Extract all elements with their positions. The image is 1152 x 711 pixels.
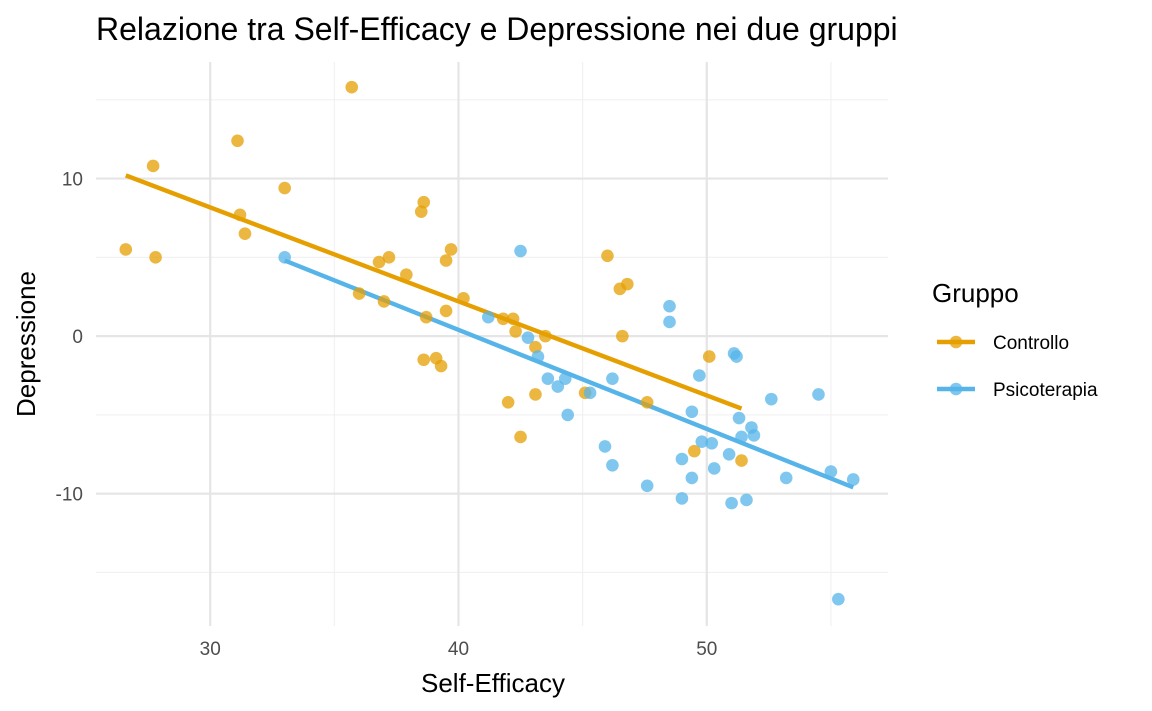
data-point-controllo [439, 254, 453, 267]
data-point-controllo [496, 312, 510, 326]
data-point-psicoterapia [747, 429, 761, 442]
data-point-controllo [417, 353, 431, 367]
data-point-psicoterapia [583, 386, 597, 400]
data-point-psicoterapia [695, 435, 709, 448]
data-point-psicoterapia [663, 315, 676, 329]
legend: Gruppo Controllo Psicoterapia [932, 278, 1098, 401]
data-point-psicoterapia [481, 310, 495, 324]
legend-label-controllo: Controllo [993, 333, 1069, 354]
data-point-controllo [439, 304, 453, 318]
data-point-controllo [414, 205, 428, 218]
data-point-psicoterapia [824, 465, 838, 478]
data-point-psicoterapia [707, 462, 721, 475]
data-point-psicoterapia [531, 350, 545, 363]
grid [96, 62, 888, 626]
data-point-controllo [119, 243, 133, 256]
y-axis-ticks: -10 0 10 [56, 170, 83, 506]
data-point-controllo [434, 359, 448, 373]
data-point-controllo [506, 312, 520, 326]
data-point-psicoterapia [832, 592, 845, 606]
x-tick-label: 40 [448, 639, 469, 660]
x-tick-label: 50 [696, 639, 717, 660]
data-point-psicoterapia [765, 392, 778, 406]
data-point-controllo [372, 255, 386, 269]
data-point-psicoterapia [606, 372, 619, 385]
y-axis-title: Depressione [11, 271, 41, 417]
data-point-controllo [539, 329, 552, 343]
data-point-controllo [616, 329, 629, 343]
x-axis-title: Self-Efficacy [421, 668, 565, 698]
data-point-controllo [146, 159, 160, 173]
data-point-psicoterapia [693, 369, 706, 382]
data-point-controllo [417, 195, 431, 209]
data-point-controllo [501, 395, 515, 409]
data-point-controllo [444, 243, 458, 256]
y-tick-label: 0 [72, 327, 83, 348]
data-point-psicoterapia [561, 408, 575, 422]
data-point-controllo [377, 295, 391, 308]
data-point-psicoterapia [685, 471, 699, 485]
legend-key-point-psicoterapia [949, 382, 963, 396]
data-point-controllo [529, 340, 542, 354]
data-point-psicoterapia [705, 436, 719, 450]
fit-line-controllo [125, 173, 743, 411]
data-point-controllo [509, 325, 522, 338]
data-point-psicoterapia [541, 372, 555, 385]
data-point-controllo [400, 268, 413, 281]
chart-title: Relazione tra Self-Efficacy e Depression… [96, 11, 898, 47]
data-point-controllo [352, 287, 366, 300]
data-point-psicoterapia [514, 244, 527, 258]
data-point-controllo [419, 310, 433, 324]
data-point-controllo [613, 282, 627, 296]
x-tick-label: 30 [200, 639, 221, 660]
data-point-controllo [345, 80, 359, 94]
data-point-controllo [735, 454, 748, 467]
data-point-psicoterapia [740, 493, 753, 507]
data-point-psicoterapia [722, 447, 736, 461]
data-point-controllo [149, 251, 162, 264]
legend-key-point-controllo [949, 335, 963, 349]
data-point-controllo [233, 208, 247, 222]
data-point-psicoterapia [675, 452, 689, 466]
data-point-controllo [231, 134, 244, 148]
data-point-psicoterapia [278, 251, 291, 264]
data-point-psicoterapia [663, 299, 676, 313]
data-point-psicoterapia [558, 372, 572, 385]
data-point-controllo [601, 249, 614, 263]
data-point-psicoterapia [846, 473, 860, 486]
data-point-controllo [640, 395, 654, 409]
y-tick-label: 10 [62, 170, 83, 191]
data-point-psicoterapia [551, 380, 565, 393]
legend-label-psicoterapia: Psicoterapia [993, 380, 1098, 401]
data-point-controllo [688, 444, 701, 458]
data-point-controllo [457, 292, 470, 305]
data-point-controllo [238, 227, 252, 241]
data-points [119, 80, 860, 606]
data-point-psicoterapia [598, 440, 612, 453]
data-point-psicoterapia [640, 479, 654, 493]
data-point-psicoterapia [812, 388, 825, 401]
data-point-psicoterapia [735, 430, 748, 444]
data-point-psicoterapia [732, 411, 746, 425]
data-point-controllo [278, 181, 291, 195]
data-point-psicoterapia [779, 471, 793, 485]
data-point-psicoterapia [675, 492, 689, 505]
data-point-controllo [529, 388, 542, 401]
data-point-psicoterapia [606, 459, 619, 472]
data-point-psicoterapia [730, 350, 743, 363]
data-point-controllo [514, 430, 527, 444]
data-point-psicoterapia [725, 496, 738, 510]
data-point-controllo [382, 251, 396, 264]
legend-title: Gruppo [932, 278, 1019, 308]
x-axis-ticks: 30 40 50 [200, 639, 718, 660]
data-point-controllo [702, 350, 716, 363]
y-tick-label: -10 [56, 485, 83, 506]
data-point-psicoterapia [521, 331, 535, 344]
data-point-psicoterapia [685, 405, 699, 419]
